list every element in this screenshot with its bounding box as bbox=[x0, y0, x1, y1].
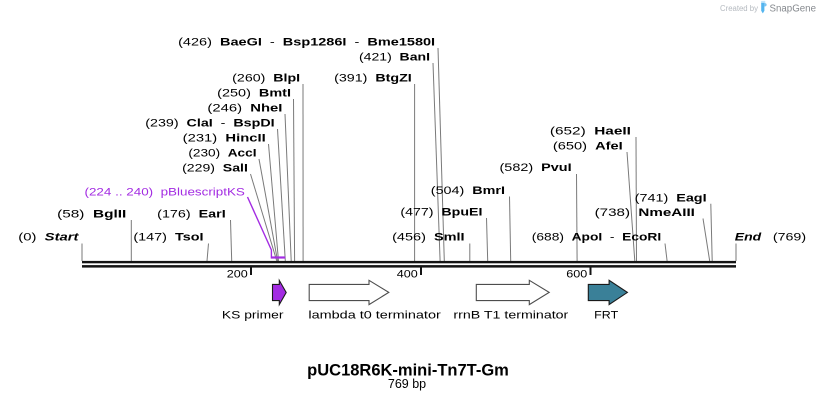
svg-text:200: 200 bbox=[227, 269, 248, 281]
svg-text:(58) BglII: (58) BglII bbox=[57, 209, 126, 221]
svg-text:(769): (769) bbox=[773, 231, 806, 243]
svg-text:400: 400 bbox=[397, 269, 418, 281]
svg-text:Created by: Created by bbox=[720, 4, 758, 13]
svg-text:(738) NmeAIII: (738) NmeAIII bbox=[595, 207, 695, 219]
svg-text:(260) BlpI: (260) BlpI bbox=[232, 72, 300, 84]
svg-text:(250) BmtI: (250) BmtI bbox=[217, 87, 291, 99]
svg-text:(147) TsoI: (147) TsoI bbox=[133, 231, 203, 243]
svg-text:SnapGene: SnapGene bbox=[770, 4, 817, 15]
svg-text:lambda t0 terminator: lambda t0 terminator bbox=[308, 310, 441, 322]
svg-text:(391) BtgZI: (391) BtgZI bbox=[334, 72, 412, 84]
svg-text:(224 .. 240) pBluescriptKS: (224 .. 240) pBluescriptKS bbox=[85, 186, 245, 198]
svg-text:(741) EagI: (741) EagI bbox=[635, 192, 707, 204]
svg-text:(421) BanI: (421) BanI bbox=[359, 52, 430, 64]
svg-text:FRT: FRT bbox=[594, 310, 618, 322]
svg-text:(652) HaeII: (652) HaeII bbox=[550, 126, 631, 138]
svg-text:769 bp: 769 bp bbox=[388, 377, 426, 391]
svg-text:(477) BpuEI: (477) BpuEI bbox=[400, 207, 482, 219]
svg-text:(688) ApoI - EcoRI: (688) ApoI - EcoRI bbox=[532, 231, 661, 243]
svg-text:(582) PvuI: (582) PvuI bbox=[500, 162, 572, 174]
svg-text:(504) BmrI: (504) BmrI bbox=[431, 185, 505, 197]
svg-text:(246) NheI: (246) NheI bbox=[207, 102, 282, 114]
svg-text:rrnB T1 terminator: rrnB T1 terminator bbox=[453, 310, 568, 322]
svg-text:(231) HincII: (231) HincII bbox=[183, 132, 266, 144]
svg-text:(0) Start: (0) Start bbox=[18, 231, 80, 243]
svg-text:(239) ClaI - BspDI: (239) ClaI - BspDI bbox=[145, 117, 274, 129]
svg-text:(230) AccI: (230) AccI bbox=[188, 147, 256, 159]
svg-text:(176) EarI: (176) EarI bbox=[157, 209, 226, 221]
svg-text:(229) SalI: (229) SalI bbox=[182, 162, 248, 174]
svg-text:End: End bbox=[735, 231, 762, 243]
svg-text:(650) AfeI: (650) AfeI bbox=[553, 141, 623, 153]
svg-text:KS primer: KS primer bbox=[222, 310, 284, 322]
svg-text:600: 600 bbox=[566, 269, 587, 281]
svg-text:(456) SmlI: (456) SmlI bbox=[392, 231, 465, 243]
svg-text:(426) BaeGI - Bsp1286I -: (426) BaeGI - Bsp1286I - Bme1580I bbox=[178, 37, 435, 49]
svg-text:pUC18R6K-mini-Tn7T-Gm: pUC18R6K-mini-Tn7T-Gm bbox=[307, 361, 509, 379]
